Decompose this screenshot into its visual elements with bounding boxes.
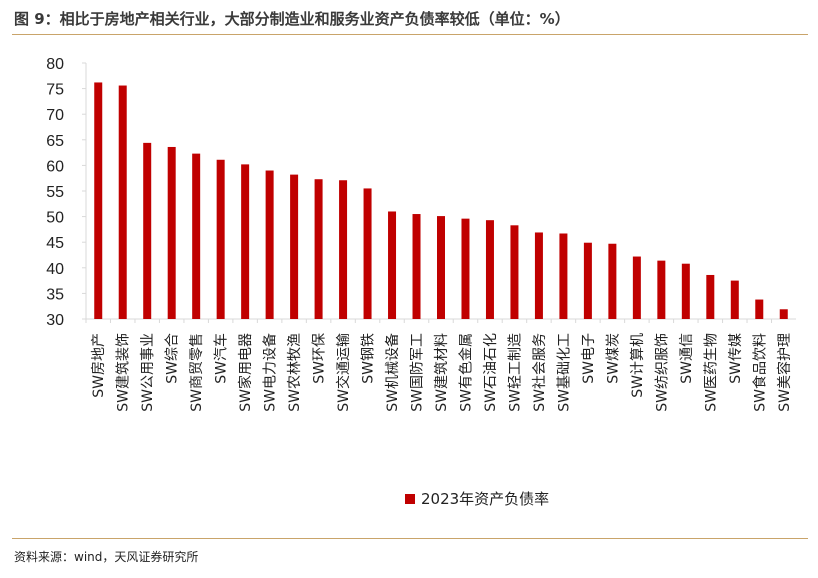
title-divider	[12, 34, 808, 35]
bar	[461, 218, 470, 319]
bar	[534, 232, 543, 319]
source-note: 资料来源：wind，天风证券研究所	[14, 550, 199, 564]
figure-title: 图 9：相比于房地产相关行业，大部分制造业和服务业资产负债率较低（单位：%）	[14, 10, 570, 28]
category-label: SW石油石化	[483, 333, 499, 412]
bar	[339, 180, 348, 319]
category-label: SW计算机	[630, 333, 646, 398]
category-label: SW电力设备	[262, 333, 279, 412]
category-label: SW综合	[165, 333, 181, 384]
category-label: SW基础化工	[555, 333, 572, 412]
y-tick-label: 75	[46, 82, 64, 99]
bar	[779, 309, 788, 319]
source-divider	[12, 538, 808, 539]
category-label: SW轻工制造	[507, 333, 523, 412]
category-label: SW传媒	[728, 333, 744, 384]
category-label: SW农林牧渔	[287, 333, 303, 412]
y-tick-label: 40	[46, 261, 64, 278]
category-label: SW通信	[679, 333, 695, 384]
category-label: SW国防军工	[410, 333, 426, 412]
bar	[314, 179, 323, 319]
category-label: SW公用事业	[140, 333, 156, 412]
bar	[657, 260, 666, 319]
category-label: SW环保	[312, 333, 328, 384]
bar	[730, 280, 739, 319]
bar	[241, 164, 250, 319]
bar	[755, 299, 764, 319]
bar-chart: 30 35 40 45 50 55 60 65 70 75 80 SW房地产 SW建筑装饰 SW公用事业 S…	[46, 56, 796, 412]
category-label: SW建筑材料	[434, 333, 450, 412]
category-label: SW建筑装饰	[116, 333, 132, 412]
bar	[437, 216, 445, 319]
bar	[510, 225, 519, 319]
y-tick-label: 50	[46, 210, 64, 227]
bar	[143, 142, 152, 319]
bar	[167, 146, 176, 319]
y-tick-label: 30	[46, 312, 64, 329]
bar	[192, 153, 201, 319]
category-label: SW家用电器	[237, 333, 254, 412]
category-label: SW汽车	[213, 333, 230, 384]
bar	[632, 256, 641, 319]
category-label: SW医药生物	[703, 333, 719, 412]
bar	[388, 211, 397, 319]
bar	[216, 159, 225, 319]
y-tick-label: 55	[46, 184, 64, 201]
legend-label: 2023年资产负债率	[421, 490, 550, 508]
category-label: SW钢铁	[361, 333, 377, 384]
y-tick-label: 35	[46, 286, 64, 303]
legend-swatch	[405, 493, 415, 504]
category-label: SW社会服务	[532, 333, 548, 412]
category-label: SW纺织服饰	[654, 333, 670, 412]
y-tick-label: 45	[46, 235, 64, 252]
bar	[412, 214, 421, 319]
bar	[583, 242, 592, 319]
category-label: SW商贸零售	[189, 333, 205, 412]
category-label: SW电子	[581, 333, 597, 384]
bar	[118, 85, 127, 319]
bar	[265, 170, 274, 319]
y-tick-label: 70	[46, 107, 64, 124]
legend: 2023年资产负债率	[405, 488, 549, 509]
category-label: SW有色金属	[457, 333, 474, 412]
category-label: SW交通运输	[335, 333, 352, 412]
y-tick-label: 60	[46, 158, 64, 175]
category-label: SW房地产	[91, 333, 107, 398]
category-label: SW煤炭	[605, 333, 621, 384]
bar	[485, 220, 494, 319]
bar	[706, 274, 715, 319]
category-label: SW美容护理	[776, 333, 793, 412]
bar	[290, 174, 299, 319]
category-label: SW机械设备	[384, 333, 401, 412]
bar	[559, 233, 568, 319]
bar	[363, 188, 372, 319]
bar	[94, 82, 103, 320]
y-tick-label: 65	[46, 133, 64, 150]
category-label: SW食品饮料	[751, 333, 768, 412]
bar	[608, 243, 617, 319]
bar	[681, 263, 690, 319]
y-tick-label: 80	[46, 56, 64, 73]
